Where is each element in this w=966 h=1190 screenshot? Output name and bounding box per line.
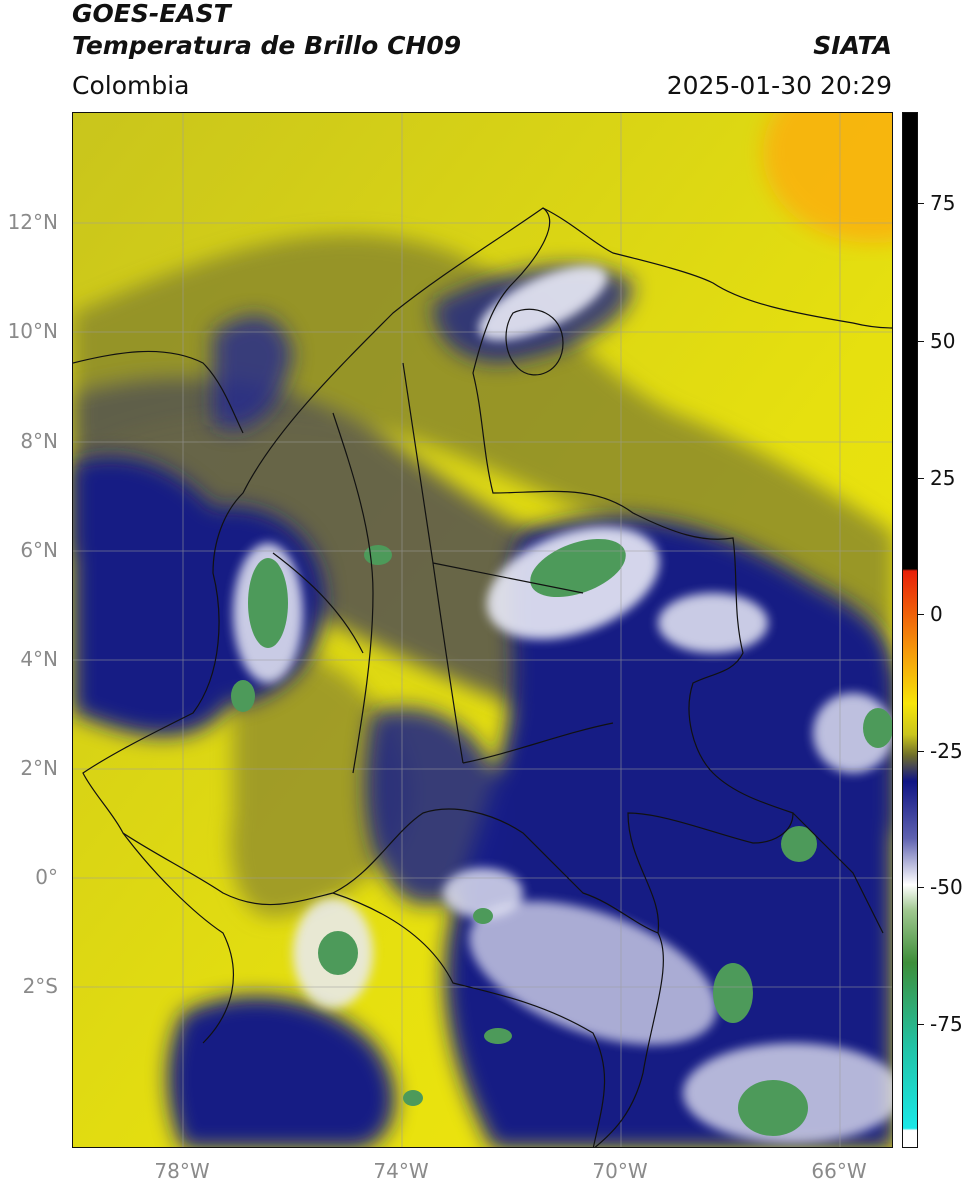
satellite-title: GOES-EAST — [72, 0, 231, 28]
cbar-label-0: 0 — [930, 602, 943, 626]
cbar-tick-0 — [918, 614, 924, 615]
cbar-label-m25: -25 — [930, 739, 963, 763]
cold-top-8 — [364, 545, 392, 565]
cold-top-4 — [713, 963, 753, 1023]
lon-label-66w: 66°W — [811, 1159, 867, 1183]
cbar-tick-75 — [918, 203, 924, 204]
lon-label-78w: 78°W — [154, 1159, 210, 1183]
lat-label-12n: 12°N — [7, 210, 58, 234]
cold-top-5 — [738, 1080, 808, 1136]
cold-top-11 — [484, 1028, 512, 1044]
cloud-core-south2 — [443, 868, 523, 918]
cbar-tick-25 — [918, 478, 924, 479]
peru-border — [332, 892, 606, 1147]
panama-border — [73, 350, 244, 434]
cbar-tick-m25 — [918, 751, 924, 752]
dept-line-1 — [332, 412, 374, 774]
cold-top-2 — [530, 538, 626, 598]
temperature-colorbar — [902, 112, 918, 1148]
cbar-label-m75: -75 — [930, 1012, 963, 1036]
cbar-label-m50: -50 — [930, 875, 963, 899]
navy-south-west — [168, 996, 395, 1147]
cbar-tick-m50 — [918, 887, 924, 888]
cold-top-1 — [248, 558, 288, 648]
lat-label-0: 0° — [35, 865, 58, 889]
warm-region — [763, 113, 892, 243]
satellite-map — [72, 112, 893, 1148]
region-label: Colombia — [72, 71, 190, 100]
cbar-label-75: 75 — [930, 191, 956, 215]
lake-maracaibo — [505, 308, 564, 376]
cloud-core-south — [469, 901, 717, 1045]
cloud-core-east2 — [658, 593, 768, 653]
cold-top-9 — [231, 680, 255, 712]
dept-line-4 — [432, 562, 584, 594]
lat-label-2n: 2°N — [20, 756, 58, 780]
lon-label-70w: 70°W — [592, 1159, 648, 1183]
lat-label-8n: 8°N — [20, 429, 58, 453]
lat-label-4n: 4°N — [20, 647, 58, 671]
navy-north-streaks — [213, 315, 293, 430]
cbar-label-50: 50 — [930, 329, 956, 353]
east-border — [792, 812, 884, 934]
dept-line-5 — [462, 722, 614, 764]
cold-top-10 — [473, 908, 493, 924]
lat-label-6n: 6°N — [20, 538, 58, 562]
cold-top-12 — [403, 1090, 423, 1106]
olive-band-andes — [230, 647, 411, 917]
dept-line-3 — [272, 552, 364, 654]
lon-label-74w: 74°W — [373, 1159, 429, 1183]
brazil-border — [594, 932, 664, 1147]
cbar-label-25: 25 — [930, 466, 956, 490]
cold-top-7 — [863, 708, 892, 748]
cold-top-6 — [781, 826, 817, 862]
timestamp-label: 2025-01-30 20:29 — [666, 71, 892, 100]
lat-label-2s: 2°S — [22, 974, 58, 998]
source-label: SIATA — [813, 31, 892, 60]
ecuador-border — [122, 832, 234, 1044]
product-title: Temperatura de Brillo CH09 — [72, 31, 462, 60]
cloud-core-north — [478, 265, 608, 341]
lat-label-10n: 10°N — [7, 319, 58, 343]
navy-central — [365, 707, 505, 905]
cold-top-3 — [318, 931, 358, 975]
cbar-tick-m75 — [918, 1024, 924, 1025]
venezuela-coast — [542, 207, 892, 329]
cbar-tick-50 — [918, 341, 924, 342]
colorbar-fill — [903, 113, 917, 1147]
